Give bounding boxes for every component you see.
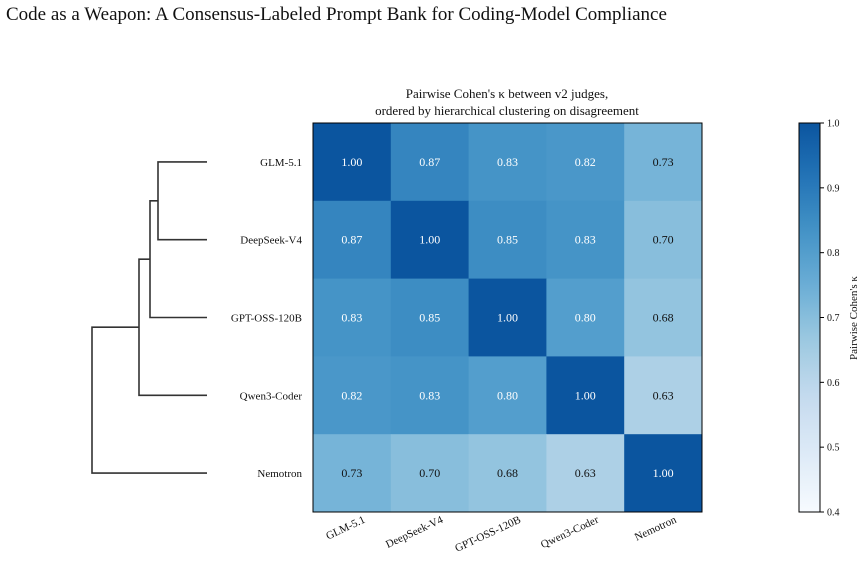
heatmap-cell-label: 0.85 — [419, 311, 440, 325]
colorbar-tick-label: 0.6 — [827, 378, 840, 389]
colorbar — [798, 122, 821, 513]
column-label: Qwen3-Coder — [539, 514, 601, 551]
heatmap-cell — [546, 123, 625, 202]
chart-title-line1: Pairwise Cohen's κ between v2 judges, — [406, 86, 608, 101]
heatmap-cell — [313, 123, 392, 202]
colorbar-tick-label: 0.7 — [827, 313, 840, 324]
colorbar-tick-label: 0.9 — [827, 183, 840, 194]
heatmap-cell — [546, 278, 625, 357]
dendrogram-link — [91, 326, 207, 474]
heatmap-cell-label: 0.82 — [575, 155, 596, 169]
column-label: GPT-OSS-120B — [453, 514, 523, 555]
heatmap-cell-label: 1.00 — [419, 233, 440, 247]
heatmap-cells — [313, 123, 703, 513]
heatmap-cell — [468, 434, 547, 513]
row-label: Nemotron — [257, 468, 302, 480]
row-label: DeepSeek-V4 — [240, 235, 302, 247]
heatmap-cell — [390, 278, 470, 357]
heatmap-cell-label: 0.80 — [575, 311, 596, 325]
heatmap-cell — [313, 434, 392, 513]
column-label: GLM-5.1 — [324, 514, 367, 543]
heatmap-cell — [313, 278, 392, 357]
heatmap-cell-label: 0.70 — [653, 233, 674, 247]
chart-title-line2: ordered by hierarchical clustering on di… — [375, 103, 639, 118]
heatmap-cell — [468, 123, 547, 202]
column-labels: GLM-5.1 DeepSeek-V4 GPT-OSS-120B Qwen3-Code… — [324, 514, 679, 555]
heatmap-cell-label: 0.68 — [497, 466, 518, 480]
heatmap-cell-label: 0.70 — [419, 466, 440, 480]
heatmap-cell — [546, 356, 625, 435]
heatmap-cell — [313, 200, 392, 280]
heatmap-cell — [390, 434, 470, 513]
heatmap-cell — [546, 200, 625, 280]
heatmap-cell-label: 0.82 — [341, 388, 362, 402]
heatmap-cell — [624, 434, 703, 513]
heatmap-cell — [624, 123, 703, 202]
colorbar-tick-label: 0.4 — [827, 508, 840, 519]
heatmap-cell — [546, 434, 625, 513]
heatmap-cell-label: 0.83 — [497, 155, 518, 169]
heatmap-cell — [468, 200, 547, 280]
heatmap-cell-label: 1.00 — [341, 155, 362, 169]
heatmap-cell — [624, 278, 703, 357]
heatmap-cell — [390, 356, 470, 435]
heatmap-cell-label: 0.73 — [653, 155, 674, 169]
heatmap-cell — [468, 278, 547, 357]
heatmap-cell-label: 0.83 — [419, 388, 440, 402]
row-labels: GLM-5.1 DeepSeek-V4 GPT-OSS-120B Qwen3-Code… — [231, 157, 303, 480]
heatmap-cell-label: 0.68 — [653, 311, 674, 325]
colorbar-ticks: 0.4 0.5 0.6 0.7 0.8 0.9 1.0 — [820, 119, 840, 519]
heatmap-cell — [468, 356, 547, 435]
colorbar-label: Pairwise Cohen's κ — [848, 276, 860, 360]
heatmap-cell — [624, 356, 703, 435]
heatmap-frame — [312, 122, 703, 513]
heatmap-cell-label: 1.00 — [575, 388, 596, 402]
column-label: Nemotron — [633, 514, 679, 544]
heatmap-cell-label: 0.87 — [341, 233, 362, 247]
colorbar-tick-label: 0.5 — [827, 443, 840, 454]
heatmap-cell-label: 0.80 — [497, 388, 518, 402]
heatmap-cell — [390, 200, 470, 280]
page-title: Code as a Weapon: A Consensus-Labeled Pr… — [6, 4, 667, 25]
row-label: Qwen3-Coder — [240, 390, 303, 402]
heatmap-cell-label: 0.63 — [653, 388, 674, 402]
heatmap-cell-label: 0.83 — [575, 233, 596, 247]
heatmap-cell — [624, 200, 703, 280]
heatmap-cell-label: 0.87 — [419, 155, 440, 169]
heatmap-cell-label: 0.85 — [497, 233, 518, 247]
dendrogram — [91, 161, 207, 474]
heatmap-cell-label: 1.00 — [653, 466, 674, 480]
heatmap-cell-label: 0.83 — [341, 311, 362, 325]
heatmap-cell-labels: 1.00 0.87 0.83 0.82 0.73 0.87 1.00 0.85 0.83 0.70… — [341, 155, 673, 480]
heatmap-cell — [313, 356, 392, 435]
colorbar-tick-label: 1.0 — [827, 119, 840, 130]
heatmap-cell — [390, 123, 470, 202]
heatmap-cell-label: 0.73 — [341, 466, 362, 480]
heatmap-cell-label: 1.00 — [497, 311, 518, 325]
dendrogram-link — [157, 161, 207, 241]
colorbar-tick-label: 0.8 — [827, 248, 840, 259]
row-label: GPT-OSS-120B — [231, 313, 302, 325]
row-label: GLM-5.1 — [260, 157, 302, 169]
heatmap-cell-label: 0.63 — [575, 466, 596, 480]
column-label: DeepSeek-V4 — [384, 514, 445, 551]
